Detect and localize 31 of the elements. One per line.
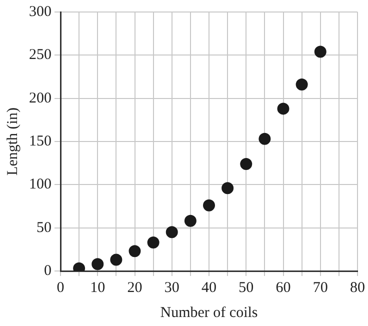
y-tick-label: 100	[29, 176, 52, 193]
point	[110, 254, 122, 266]
x-axis-title: Number of coils	[160, 304, 258, 321]
point	[128, 245, 141, 258]
y-tick-label: 250	[29, 47, 52, 64]
point	[222, 182, 234, 194]
point	[147, 236, 160, 249]
point	[314, 46, 326, 58]
x-tick-label: 70	[312, 280, 328, 296]
y-tick-label: 50	[36, 220, 52, 236]
point	[240, 158, 252, 170]
point	[166, 226, 178, 238]
x-tick-label: 20	[127, 280, 142, 296]
point	[296, 78, 308, 91]
x-tick-label: 10	[90, 280, 106, 296]
point	[184, 214, 196, 227]
x-tick-label: 40	[202, 280, 216, 296]
y-tick-label: 200	[29, 90, 52, 106]
x-tick-label: 50	[238, 280, 254, 296]
point	[92, 258, 104, 270]
x-tick-label: 0	[56, 280, 64, 296]
x-tick-label: 30	[164, 280, 180, 296]
x-tick-label: 80	[350, 280, 365, 296]
y-tick-label: 0	[44, 262, 52, 279]
y-tick-label: 150	[29, 133, 52, 150]
point	[203, 199, 215, 212]
point	[277, 102, 290, 115]
y-axis-title: Length (in)	[4, 108, 21, 176]
point	[258, 132, 271, 145]
y-tick-label: 300	[29, 4, 52, 20]
x-tick-label: 60	[276, 280, 291, 296]
